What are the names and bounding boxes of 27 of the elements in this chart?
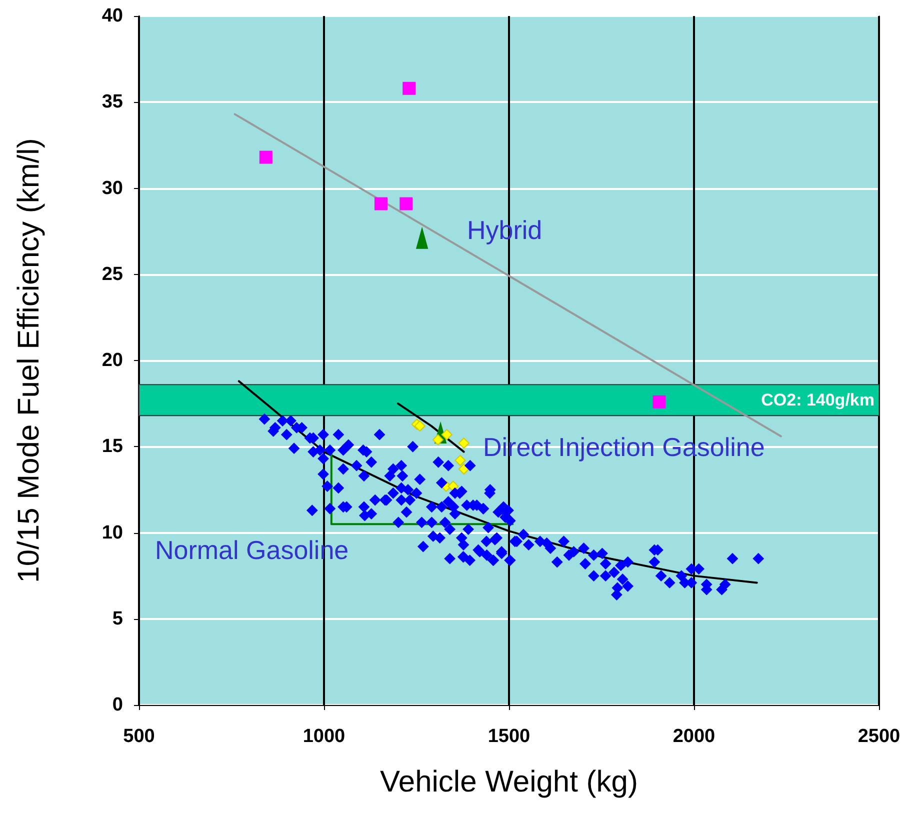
x-tick-label: 1500 [488, 726, 530, 747]
x-tick-label: 500 [123, 726, 155, 747]
point [441, 429, 452, 440]
point [652, 395, 666, 408]
band-label: CO2: 140g/km [761, 390, 874, 410]
y-tick-label: 10 [102, 522, 123, 544]
y-tick-label: 25 [102, 264, 124, 285]
y-tick-label: 20 [102, 350, 123, 371]
point [454, 454, 466, 466]
x-tick-label: 2500 [858, 726, 900, 747]
y-tick-label: 30 [102, 178, 123, 199]
point [432, 434, 444, 446]
point [259, 150, 272, 164]
point [414, 420, 426, 432]
point [458, 438, 470, 449]
y-axis-title: 10/15 Mode Fuel Efficiency (km/l) [12, 138, 46, 583]
y-tick-label: 0 [112, 694, 123, 716]
x-tick-label: 2000 [672, 726, 716, 747]
point [402, 82, 416, 95]
x-tick-label: 1000 [302, 726, 346, 747]
point [374, 197, 388, 210]
y-tick-label: 40 [102, 6, 123, 26]
y-tick-label: 5 [112, 608, 124, 630]
point [400, 197, 413, 210]
y-tick-label: 15 [102, 436, 124, 458]
y-tick-label: 35 [102, 92, 124, 113]
x-axis-title: Vehicle Weight (kg) [380, 766, 638, 798]
